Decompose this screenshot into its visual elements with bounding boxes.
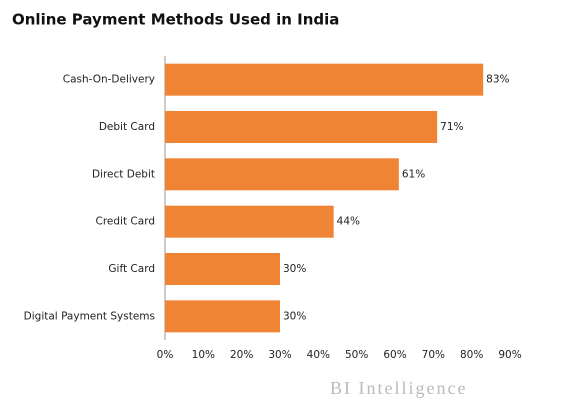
bar bbox=[165, 111, 438, 143]
y-tick-label: Debit Card bbox=[99, 121, 155, 133]
y-tick-label: Cash-On-Delivery bbox=[63, 74, 155, 86]
chart-title: Online Payment Methods Used in India bbox=[12, 11, 339, 29]
x-tick-label: 90% bbox=[498, 349, 521, 361]
value-label: 61% bbox=[402, 168, 425, 180]
x-tick-label: 0% bbox=[157, 349, 174, 361]
x-tick-label: 30% bbox=[268, 349, 291, 361]
x-tick-label: 70% bbox=[422, 349, 445, 361]
x-tick-label: 40% bbox=[307, 349, 330, 361]
y-tick-label: Gift Card bbox=[108, 263, 155, 275]
x-tick-label: 10% bbox=[192, 349, 215, 361]
bar bbox=[165, 253, 280, 285]
y-tick-label: Direct Debit bbox=[92, 168, 155, 180]
y-tick-label: Credit Card bbox=[96, 216, 155, 228]
x-tick-label: 80% bbox=[460, 349, 483, 361]
bar bbox=[165, 205, 334, 238]
bar bbox=[165, 300, 280, 333]
value-label: 83% bbox=[486, 74, 509, 86]
x-tick-label: 50% bbox=[345, 349, 368, 361]
source: BI Intelligence bbox=[330, 378, 467, 398]
bar bbox=[165, 158, 399, 191]
value-label: 44% bbox=[337, 216, 360, 228]
x-tick-label: 20% bbox=[230, 349, 253, 361]
value-label: 30% bbox=[283, 263, 306, 275]
bar bbox=[165, 63, 484, 96]
x-tick-label: 60% bbox=[383, 349, 406, 361]
value-label: 71% bbox=[440, 121, 463, 133]
value-label: 30% bbox=[283, 310, 306, 322]
y-tick-label: Digital Payment Systems bbox=[24, 310, 155, 322]
